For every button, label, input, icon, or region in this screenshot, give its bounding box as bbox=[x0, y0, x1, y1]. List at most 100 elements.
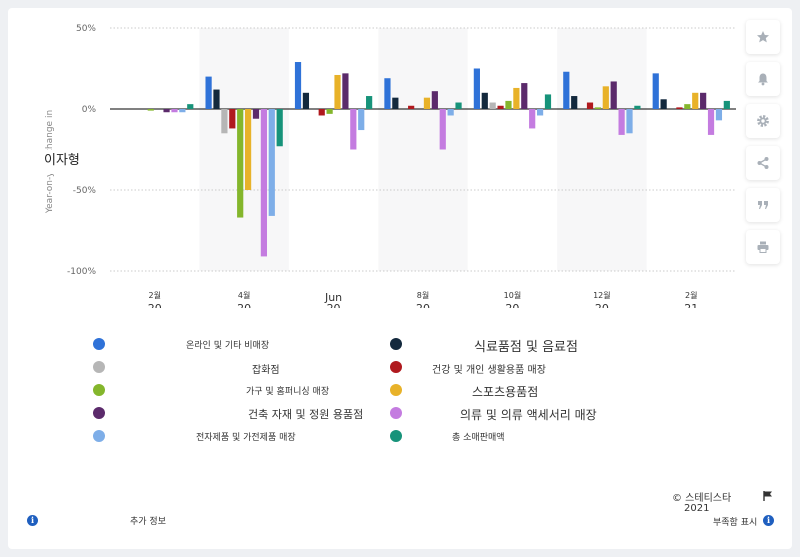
bar bbox=[294, 62, 302, 109]
x-tick-year: 20 bbox=[595, 302, 609, 308]
legend-marker[interactable] bbox=[390, 430, 402, 442]
print-button[interactable] bbox=[746, 230, 780, 264]
bar bbox=[237, 109, 244, 218]
legend-marker[interactable] bbox=[93, 407, 105, 419]
x-tick-month: 2월 bbox=[148, 290, 160, 300]
y-axis-overlay-label: 이자형 bbox=[44, 153, 80, 168]
report-info-icon[interactable]: i bbox=[763, 515, 774, 526]
gear-icon bbox=[757, 115, 769, 127]
bar bbox=[660, 99, 667, 109]
legend-marker[interactable] bbox=[390, 338, 402, 350]
legend-marker[interactable] bbox=[390, 384, 402, 396]
report-link[interactable]: 부족함 표시 bbox=[713, 518, 758, 528]
bar bbox=[392, 97, 399, 109]
legend-label[interactable]: 의류 및 의류 액세서리 매장 bbox=[460, 407, 597, 422]
legend-label[interactable]: 전자제품 및 가전제품 매장 bbox=[196, 433, 296, 444]
bar bbox=[147, 109, 154, 111]
bar bbox=[723, 100, 730, 109]
legend-marker[interactable] bbox=[93, 361, 105, 373]
x-tick-month: 2월 bbox=[685, 290, 697, 300]
bar bbox=[326, 109, 333, 114]
bar bbox=[634, 105, 641, 109]
info-icon[interactable]: i bbox=[27, 515, 38, 526]
bar bbox=[276, 109, 283, 147]
legend-marker[interactable] bbox=[390, 407, 402, 419]
share-button[interactable] bbox=[746, 146, 780, 180]
legend-label[interactable]: 총 소매판매액 bbox=[452, 433, 505, 444]
bar bbox=[179, 109, 186, 113]
bar bbox=[447, 109, 454, 116]
bar bbox=[431, 91, 438, 109]
bar bbox=[171, 109, 178, 113]
bookmark-button[interactable] bbox=[746, 20, 780, 54]
legend-label[interactable]: 스포츠용품점 bbox=[472, 384, 539, 399]
bar bbox=[481, 92, 488, 109]
bar bbox=[229, 109, 236, 129]
y-tick-label: -100% bbox=[67, 267, 96, 277]
bar bbox=[260, 109, 267, 257]
bar bbox=[692, 92, 699, 109]
chart-card: 50%0%-50%-100%Year-on-year change in이자형2… bbox=[8, 8, 792, 549]
copyright-text[interactable]: © 스테티스타 bbox=[672, 493, 732, 504]
legend-label[interactable]: 건축 자재 및 정원 용품점 bbox=[248, 408, 364, 422]
flag-icon[interactable] bbox=[762, 490, 774, 502]
bell-icon bbox=[758, 73, 768, 86]
bar bbox=[610, 81, 617, 109]
bar bbox=[594, 107, 602, 109]
alert-button[interactable] bbox=[746, 62, 780, 96]
bar bbox=[244, 109, 252, 190]
legend-label[interactable]: 가구 및 홈퍼니싱 매장 bbox=[246, 387, 330, 398]
bar bbox=[473, 68, 480, 109]
bar bbox=[626, 109, 633, 134]
y-label-mask bbox=[42, 150, 94, 174]
bar bbox=[268, 109, 275, 216]
bar bbox=[529, 109, 536, 129]
legend-label[interactable]: 잡화점 bbox=[252, 364, 280, 376]
bar bbox=[205, 76, 212, 109]
bar bbox=[302, 92, 310, 109]
bar bbox=[489, 102, 496, 109]
legend-marker[interactable] bbox=[93, 384, 105, 396]
legend-label[interactable]: 건강 및 개인 생활용품 매장 bbox=[432, 364, 546, 376]
x-tick-month: 4월 bbox=[238, 290, 250, 300]
bar bbox=[618, 109, 625, 135]
y-tick-label: -50% bbox=[73, 186, 97, 196]
bar bbox=[707, 109, 715, 135]
bar bbox=[544, 94, 552, 109]
star-icon bbox=[757, 31, 769, 43]
bar bbox=[342, 73, 349, 109]
bar bbox=[513, 87, 520, 109]
more-info-link[interactable]: 추가 정보 bbox=[130, 517, 166, 527]
legend-label[interactable]: 온라인 및 기타 비매장 bbox=[186, 341, 270, 352]
x-tick-year: 20 bbox=[237, 302, 251, 308]
bar bbox=[684, 104, 691, 109]
bar bbox=[700, 92, 707, 109]
chart-svg: 50%0%-50%-100%Year-on-year change in이자형2… bbox=[42, 24, 736, 308]
bar bbox=[563, 71, 570, 109]
legend-marker[interactable] bbox=[390, 361, 402, 373]
x-tick-month: 10월 bbox=[504, 290, 522, 300]
y-tick-label: 50% bbox=[76, 24, 96, 34]
bar bbox=[521, 83, 528, 109]
bar bbox=[221, 109, 228, 134]
bar bbox=[715, 109, 723, 121]
x-tick-year: 20 bbox=[327, 302, 341, 308]
bar bbox=[350, 109, 357, 150]
legend-marker[interactable] bbox=[93, 338, 105, 350]
x-tick-month: 8월 bbox=[417, 290, 429, 300]
quote-icon bbox=[758, 201, 768, 209]
bar bbox=[571, 96, 578, 109]
settings-button[interactable] bbox=[746, 104, 780, 138]
bar bbox=[497, 105, 504, 109]
bar bbox=[408, 105, 415, 109]
x-tick-month: Jun bbox=[324, 291, 342, 304]
legend-marker[interactable] bbox=[93, 430, 105, 442]
bar bbox=[586, 102, 594, 109]
x-tick-year: 20 bbox=[148, 302, 162, 308]
legend-label[interactable]: 식료품점 및 음료점 bbox=[474, 339, 578, 355]
print-icon bbox=[757, 241, 769, 253]
bar bbox=[252, 109, 260, 119]
x-tick-year: 21 bbox=[684, 302, 698, 308]
cite-button[interactable] bbox=[746, 188, 780, 222]
bar bbox=[384, 78, 391, 109]
